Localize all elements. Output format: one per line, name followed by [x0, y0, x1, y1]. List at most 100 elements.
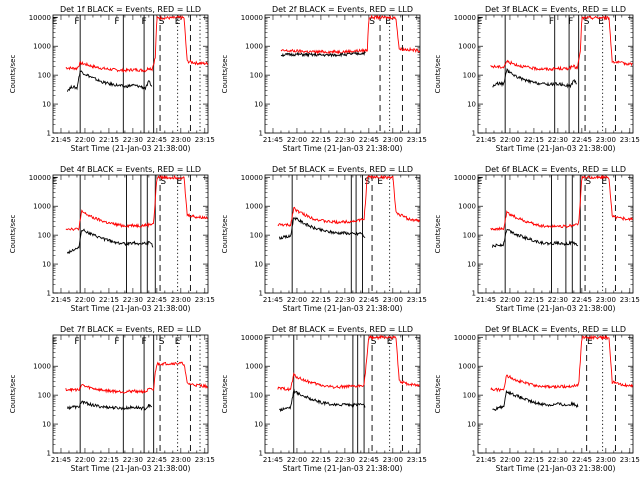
x-tick-label: 23:15 — [407, 296, 427, 304]
x-tick-label: 22:15 — [99, 136, 119, 144]
event-letter-marker: S — [369, 17, 375, 27]
y-axis-label: Counts/sec — [434, 375, 442, 414]
y-axis-label: Counts/sec — [434, 215, 442, 254]
x-tick-label: 22:45 — [147, 296, 167, 304]
lld-series-line — [490, 174, 634, 232]
y-tick-label: 10000 — [241, 334, 263, 342]
y-tick-label: 1000 — [245, 363, 263, 371]
x-tick-label: 22:15 — [524, 136, 544, 144]
detector-panel: Det 9f BLACK = Events, RED = LLD 1 10 100 10… — [434, 325, 640, 473]
y-tick-label: 1 — [47, 450, 51, 458]
x-tick-label: 22:30 — [335, 136, 355, 144]
x-tick-label: 22:30 — [123, 136, 143, 144]
x-tick-label: 22:00 — [75, 456, 95, 464]
y-tick-label: 10 — [42, 261, 51, 269]
y-tick-label: 10 — [254, 421, 263, 429]
x-axis-label: Start Time (21-Jan-03 21:38:00) — [283, 464, 403, 473]
x-tick-label: 21:45 — [263, 456, 283, 464]
x-tick-label: 22:30 — [335, 456, 355, 464]
y-tick-label: 1 — [472, 130, 476, 138]
chart-title: Det 1f BLACK = Events, RED = LLD — [60, 5, 201, 14]
events-series-line — [66, 228, 154, 255]
y-tick-label: 1 — [472, 290, 476, 298]
detector-panel: Det 3f BLACK = Events, RED = LLD 1 10 100 10… — [434, 5, 640, 153]
x-tick-label: 22:15 — [524, 456, 544, 464]
x-tick-label: 22:30 — [548, 136, 568, 144]
event-letter-marker: E — [176, 177, 182, 187]
event-letter-marker: E — [52, 17, 58, 27]
events-series-line — [279, 388, 366, 413]
plot-frame — [477, 14, 634, 134]
plot-frame — [264, 174, 421, 294]
x-tick-label: 22:15 — [311, 136, 331, 144]
chart-title: Det 5f BLACK = Events, RED = LLD — [272, 165, 413, 174]
detector-panel: Det 7f BLACK = Events, RED = LLD 1 10 100 10… — [9, 325, 215, 473]
events-series-line — [492, 67, 577, 89]
event-letter-marker: F — [141, 17, 146, 27]
x-axis-label: Start Time (21-Jan-03 21:38:00) — [496, 464, 616, 473]
y-tick-label: 1 — [259, 450, 263, 458]
y-tick-label: 10000 — [241, 174, 263, 182]
chart-title: Det 4f BLACK = Events, RED = LLD — [60, 165, 201, 174]
y-tick-label: 10000 — [29, 174, 51, 182]
event-letter-marker: E — [477, 177, 483, 187]
y-tick-label: 1 — [47, 290, 51, 298]
y-tick-label: 1000 — [33, 203, 51, 211]
y-tick-label: 10 — [42, 421, 51, 429]
y-tick-label: 10000 — [454, 174, 476, 182]
lld-series-line — [277, 334, 420, 392]
y-tick-label: 1 — [47, 130, 51, 138]
x-tick-label: 22:00 — [500, 136, 520, 144]
y-tick-label: 10 — [467, 421, 476, 429]
y-tick-label: 1000 — [458, 203, 476, 211]
x-tick-label: 22:00 — [75, 136, 95, 144]
y-tick-label: 100 — [38, 232, 51, 240]
y-tick-label: 10000 — [241, 14, 263, 22]
y-tick-label: 100 — [250, 232, 263, 240]
y-tick-label: 10000 — [454, 334, 476, 342]
events-series-line — [66, 70, 153, 92]
x-tick-label: 21:45 — [476, 456, 496, 464]
y-tick-label: 100 — [38, 392, 51, 400]
x-tick-label: 22:15 — [524, 296, 544, 304]
x-axis-label: Start Time (21-Jan-03 21:38:00) — [283, 304, 403, 313]
x-tick-label: 21:45 — [51, 136, 71, 144]
y-tick-label: 100 — [250, 72, 263, 80]
detector-panel: Det 4f BLACK = Events, RED = LLD 1 10 100 10… — [9, 165, 215, 313]
x-tick-label: 23:00 — [383, 296, 403, 304]
chart-title: Det 3f BLACK = Events, RED = LLD — [485, 5, 626, 14]
x-tick-label: 23:00 — [383, 136, 403, 144]
x-tick-label: 22:45 — [359, 296, 379, 304]
detector-panel: Det 8f BLACK = Events, RED = LLD 1 10 100 10… — [221, 325, 427, 473]
detector-panel: Det 5f BLACK = Events, RED = LLD 1 10 100 10… — [221, 165, 427, 313]
x-tick-label: 21:45 — [51, 296, 71, 304]
x-tick-label: 22:30 — [548, 456, 568, 464]
y-tick-label: 10 — [467, 101, 476, 109]
lld-series-line — [280, 14, 421, 55]
event-letter-marker: F — [114, 17, 119, 27]
chart-title: Det 8f BLACK = Events, RED = LLD — [272, 325, 413, 334]
x-tick-label: 21:45 — [476, 136, 496, 144]
x-tick-label: 22:45 — [572, 296, 592, 304]
y-tick-label: 10000 — [29, 14, 51, 22]
chart-title: Det 2f BLACK = Events, RED = LLD — [272, 5, 413, 14]
y-tick-label: 10 — [254, 261, 263, 269]
x-tick-label: 22:30 — [335, 296, 355, 304]
y-axis-label: Counts/sec — [221, 375, 229, 414]
event-letter-marker: F — [549, 17, 554, 27]
x-tick-label: 22:45 — [572, 456, 592, 464]
lld-series-line — [490, 334, 634, 393]
events-series-line — [278, 216, 366, 240]
events-series-line — [491, 228, 579, 248]
y-axis-label: Counts/sec — [221, 215, 229, 254]
event-letter-marker: S — [364, 177, 370, 187]
event-letter-marker: S — [585, 177, 591, 187]
lld-series-line — [65, 361, 208, 395]
x-tick-label: 23:00 — [383, 456, 403, 464]
x-tick-label: 23:00 — [596, 456, 616, 464]
y-tick-label: 100 — [463, 72, 476, 80]
y-tick-label: 100 — [250, 392, 263, 400]
event-letter-marker: E — [377, 177, 383, 187]
event-letter-marker: E — [598, 17, 604, 27]
